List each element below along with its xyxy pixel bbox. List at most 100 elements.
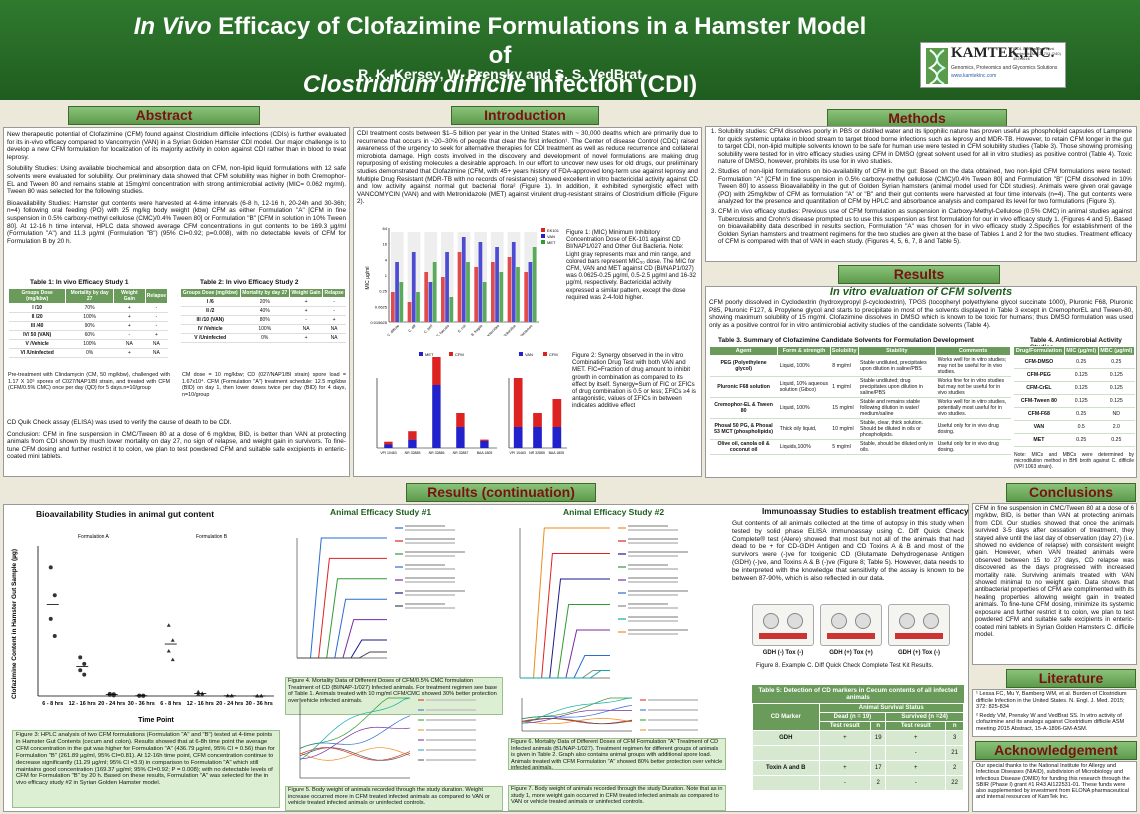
table3-cell: Useful only for in vivo drug dosing. bbox=[935, 418, 1011, 440]
legend-label bbox=[405, 590, 465, 592]
table4-cell: 0.125 bbox=[1098, 368, 1135, 382]
data-point bbox=[200, 692, 205, 697]
synergy-bar bbox=[432, 357, 441, 385]
legend-label bbox=[426, 709, 476, 711]
abstract-p4: CD Quik Check assay (ELISA) was used to … bbox=[7, 419, 232, 426]
table3-title: Table 3. Summary of Clofazimine Candidat… bbox=[718, 337, 974, 344]
weight-line bbox=[521, 697, 632, 720]
table4-cell: 0.25 bbox=[1098, 355, 1135, 369]
table5-header: n bbox=[870, 721, 887, 731]
synergy-bar bbox=[552, 427, 562, 448]
table-row: Pluronic F68 solution Liquid, 10% aqueous… bbox=[709, 376, 1011, 398]
table2-cell: + bbox=[289, 333, 323, 343]
table4-header: MBC (µg/ml) bbox=[1097, 346, 1136, 356]
table4-cell: 0.5 bbox=[1064, 420, 1099, 434]
table5-cell: GDH bbox=[752, 730, 820, 746]
table3-cell: Liquid, 100% bbox=[777, 397, 831, 419]
weight-line bbox=[521, 697, 633, 724]
table4-header: MIC (µg/ml) bbox=[1063, 346, 1099, 356]
table2-cell: 20% bbox=[240, 297, 290, 307]
y-tick-label: 16 bbox=[383, 242, 388, 247]
synergy-bar bbox=[384, 444, 393, 448]
table2-cell: IV /Vehicle bbox=[180, 324, 241, 334]
abstract-p3: Bioavailability Studies: Hamster gut con… bbox=[7, 199, 346, 245]
x-tick-label: NR 32887 bbox=[453, 451, 469, 455]
mic-bar bbox=[474, 267, 479, 322]
table5-cell: 2 bbox=[870, 775, 887, 791]
table3-header: Form & strength bbox=[777, 346, 831, 356]
abstract-text-2: CD Quik Check assay (ELISA) was used to … bbox=[7, 419, 346, 465]
legend-label: VAN bbox=[525, 352, 533, 357]
legend-label: CFM bbox=[549, 352, 558, 357]
table-row: III /10 (VAN) 80% - + bbox=[180, 315, 346, 325]
figure5-caption-box bbox=[285, 786, 503, 811]
table5-cell: 17 bbox=[870, 760, 887, 776]
efficacy2-title: Animal Efficacy Study #2 bbox=[563, 507, 665, 517]
table5-title: Table 5: Detection of CD markers in Cecu… bbox=[752, 685, 964, 703]
table4-header: Drug/Formulation bbox=[1013, 346, 1065, 356]
introduction-heading: Introduction bbox=[451, 106, 599, 125]
reference-1: ¹ Lessa FC, Mu Y, Bamberg WM, et al. Bur… bbox=[976, 691, 1127, 710]
table2-note: CM dose = 10 mg/kbw; CD (027/NAP1/BI str… bbox=[182, 372, 346, 398]
legend-label bbox=[628, 538, 678, 540]
test-kit-label: GDH (+) Tox (+) bbox=[829, 650, 873, 656]
table1-cell: NA bbox=[145, 339, 168, 349]
data-point bbox=[52, 593, 57, 598]
synergy-bar bbox=[480, 441, 489, 448]
x-tick-label: NR 32885 bbox=[405, 451, 421, 455]
table5-header: Dead (n = 19) bbox=[818, 712, 887, 722]
table1-header: Groups Dose (mg/kbw) bbox=[7, 288, 67, 304]
table4-cell: 0.125 bbox=[1098, 381, 1135, 395]
table5-cell: 19 bbox=[870, 730, 887, 746]
logo-website[interactable]: www.kamtekinc.com bbox=[951, 73, 997, 79]
table-row: I /6 20% + - bbox=[180, 297, 346, 307]
table5-cell bbox=[870, 745, 887, 761]
legend-label bbox=[628, 603, 668, 605]
table5-cell: + bbox=[818, 760, 872, 776]
table5-header: n bbox=[945, 721, 964, 731]
mic-bar bbox=[511, 242, 516, 322]
table4-cell: 0.125 bbox=[1064, 381, 1099, 395]
legend-label bbox=[628, 607, 678, 609]
table1-cell: NA bbox=[113, 339, 146, 349]
table1-header: Mortality by day 27 bbox=[65, 288, 114, 304]
table5-cell: + bbox=[818, 730, 872, 746]
figure6-chart bbox=[519, 525, 688, 679]
table1-title: Table 1: In vivo Efficacy Study 1 bbox=[30, 279, 129, 286]
table1: Groups Dose (mg/kbw) Mortality by day 27 W… bbox=[7, 288, 169, 358]
table3-cell: Stable undiluted, precipitates upon dilu… bbox=[858, 355, 936, 377]
y-axis-label: MIC µg/ml bbox=[365, 267, 371, 290]
legend-label bbox=[628, 568, 678, 570]
table2-cell: II /2 bbox=[180, 306, 241, 316]
weight-line bbox=[299, 697, 411, 761]
conclusions-text: CFM in fine suspension in CMC/Tween 80 a… bbox=[975, 505, 1134, 638]
table3-cell: Olive oil, canola oil & coconut oil bbox=[709, 439, 778, 455]
table2-cell: - bbox=[289, 315, 323, 325]
table-row: VI /Uninfected 0% + NA bbox=[8, 348, 168, 358]
figure2-chart: VPI 10463 NR 32885 NR 32886 NR 32887 BAA 180… bbox=[376, 352, 567, 455]
table4-cell: MET bbox=[1013, 433, 1065, 447]
table2-cell: V /Uninfected bbox=[180, 333, 241, 343]
table-row: -2-22 bbox=[752, 775, 964, 791]
table-row: CFM-CrEL 0.125 0.125 bbox=[1013, 381, 1135, 395]
legend-label bbox=[628, 616, 678, 618]
legend-label: MET bbox=[547, 240, 556, 245]
mic-bar bbox=[391, 292, 395, 322]
y-tick-label: 4 bbox=[385, 257, 388, 262]
table4-cell: 0.25 bbox=[1064, 355, 1099, 369]
legend-swatch bbox=[541, 240, 545, 244]
mic-bar bbox=[524, 272, 529, 322]
legend-label bbox=[648, 699, 698, 701]
legend-label bbox=[648, 729, 698, 731]
figure3-plot: Clofazimine Content in Hamster Gut Sampl… bbox=[11, 534, 274, 724]
table-row: Phosal 50 PG, & Phosal 53 MCT (phospholi… bbox=[709, 418, 1011, 440]
table-row: CFM-F68 0.25 ND bbox=[1013, 407, 1135, 421]
mic-bar bbox=[424, 272, 429, 322]
table2-cell: 100% bbox=[240, 324, 290, 334]
table-row: MET 0.25 0.25 bbox=[1013, 433, 1135, 447]
synergy-bar bbox=[533, 413, 542, 427]
table2-cell: NA bbox=[289, 324, 323, 334]
legend-label bbox=[648, 709, 698, 711]
table5-header: Survived (n =24) bbox=[885, 712, 964, 722]
mic-bar bbox=[499, 272, 504, 322]
